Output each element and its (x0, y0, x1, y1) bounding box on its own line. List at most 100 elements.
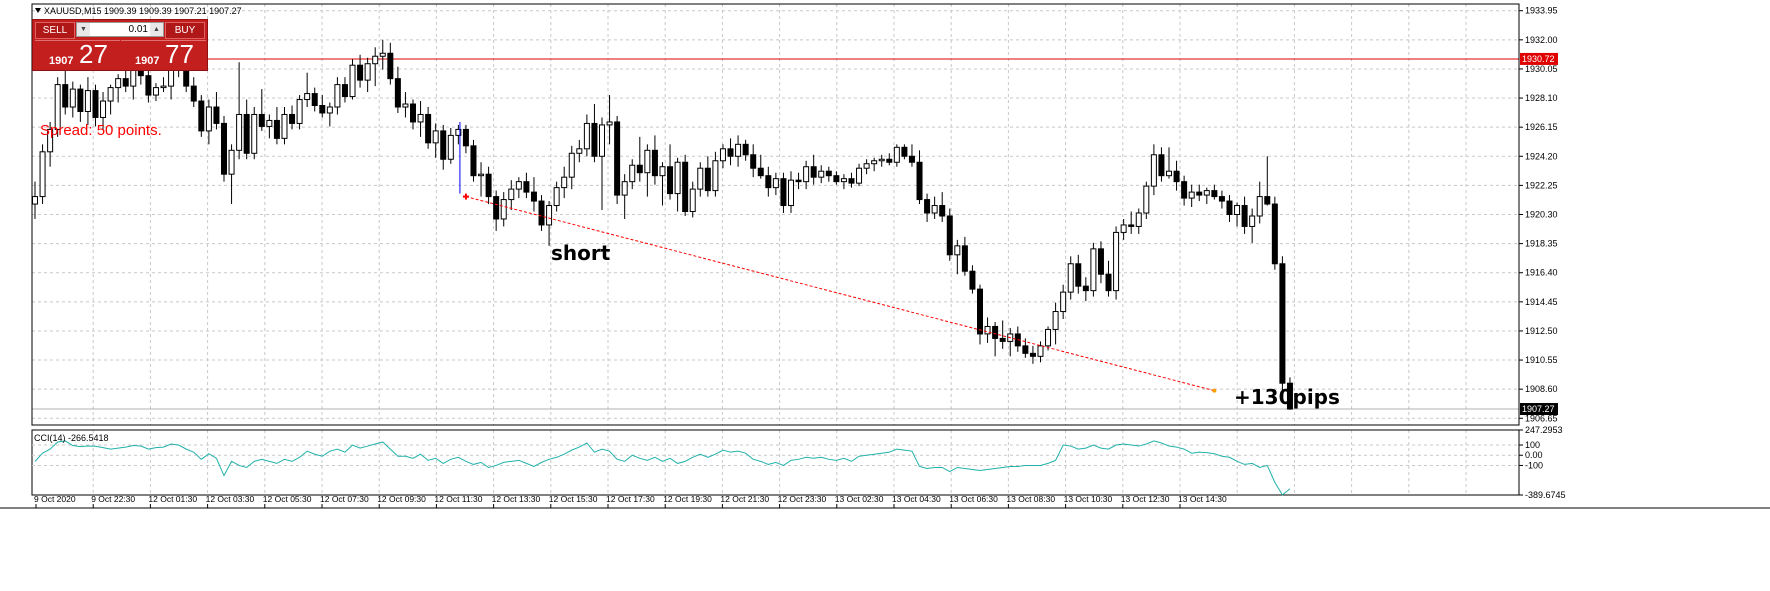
candle-body-bear (946, 215, 953, 256)
candle-body-bear (765, 175, 772, 189)
time-tick-label: 13 Oct 06:30 (949, 494, 998, 504)
candle-body-bear (999, 337, 1006, 342)
candle-body-bear (425, 113, 432, 144)
lot-size-field[interactable]: ▼ ▲ (76, 22, 164, 37)
lot-decrease-icon[interactable]: ▼ (77, 23, 90, 36)
candle-body-bear (667, 166, 674, 195)
candle-body-bull (205, 106, 212, 132)
candle-body-bear (757, 167, 764, 177)
cci-panel-frame (31, 429, 1520, 496)
sell-quote[interactable]: 1907 27 (35, 39, 120, 70)
candle-body-bull (644, 149, 651, 174)
candle-body-bear (961, 245, 968, 272)
candle-body-bull (697, 167, 704, 190)
time-tick-label: 12 Oct 05:30 (263, 494, 312, 504)
lot-increase-icon[interactable]: ▲ (150, 23, 163, 36)
cci-line (34, 440, 1291, 496)
time-tick-label: 12 Oct 17:30 (606, 494, 655, 504)
candle-body-bear (939, 205, 946, 217)
candle-body-bull (515, 181, 522, 190)
price-tick-label: 1918.35 (1525, 239, 1558, 249)
candle-body-bull (788, 179, 794, 207)
lot-size-input[interactable] (91, 23, 151, 36)
candle-body-bull (281, 113, 288, 139)
candle-body-bull (69, 88, 76, 108)
sell-price-prefix: 1907 (49, 55, 74, 67)
candle-body-bear (1097, 248, 1104, 275)
candle-body-bear (311, 93, 318, 107)
candle-body-bull (659, 166, 666, 177)
spread-label: Spread: 50 points. (40, 122, 162, 139)
time-tick-label: 12 Oct 09:30 (377, 494, 426, 504)
candle-body-bear (1075, 263, 1082, 287)
chart-menu-icon[interactable] (35, 8, 41, 13)
candle-body-bear (122, 78, 129, 87)
candle-body-bear (1218, 196, 1225, 202)
time-tick-label: 12 Oct 15:30 (549, 494, 598, 504)
price-tick-label: 1914.45 (1525, 297, 1558, 307)
candle-body-bull (803, 166, 810, 183)
candle-body-bear (493, 196, 500, 220)
buy-quote[interactable]: 1907 77 (121, 39, 206, 70)
time-tick-label: 13 Oct 14:30 (1178, 494, 1227, 504)
time-tick-label: 13 Oct 10:30 (1064, 494, 1113, 504)
price-level-tag-label: 1930.72 (1522, 54, 1555, 64)
candle-body-bear (440, 130, 447, 160)
candle-body-bull (304, 93, 311, 101)
candle-body-bull (266, 119, 273, 127)
price-tick-label: 1910.55 (1525, 355, 1558, 365)
sell-button[interactable]: SELL (35, 22, 75, 39)
candle-body-bear (145, 75, 152, 96)
candle-body-bear (750, 154, 757, 169)
candle-body-bull (1143, 185, 1150, 214)
candle-body-bear (1241, 205, 1248, 227)
candle-body-bull (478, 173, 485, 177)
candle-body-bull (455, 128, 462, 136)
candle-body-bull (856, 167, 863, 184)
candle-body-bull (583, 122, 590, 150)
candle-body-bull (719, 148, 726, 162)
candle-body-bear (591, 122, 598, 157)
candle-body-bear (198, 100, 205, 132)
candle-body-bull (1188, 191, 1195, 199)
candle-body-bull (364, 63, 371, 81)
candle-body-bear (810, 166, 817, 178)
candle-body-bull (568, 152, 575, 178)
candle-body-bear (1173, 170, 1180, 183)
buy-price-prefix: 1907 (135, 55, 160, 67)
candle-body-bull (1249, 215, 1256, 227)
pips-label: +130pips (1234, 385, 1340, 409)
price-tick-label: 1922.25 (1525, 180, 1558, 190)
candle-body-bear (924, 199, 931, 214)
candle-body-bear (273, 119, 280, 139)
buy-button[interactable]: BUY (165, 22, 205, 39)
time-tick-label: 13 Oct 12:30 (1121, 494, 1170, 504)
candle-body-bear (530, 191, 537, 202)
candle-body-bull (251, 113, 258, 154)
price-tick-label: 1916.40 (1525, 268, 1558, 278)
candle-body-bull (606, 121, 613, 126)
candle-body-bull (689, 188, 696, 213)
candle-body-bear (795, 179, 802, 183)
one-click-trading-panel: SELL ▼ ▲ BUY 1907 27 1907 77 (32, 19, 208, 71)
short-label: short (551, 241, 611, 265)
candle-body-bull (1113, 231, 1120, 292)
price-tick-label: 1928.10 (1525, 93, 1558, 103)
candle-body-bull (160, 85, 167, 89)
candle-body-bear (190, 85, 197, 102)
candle-body-bear (470, 145, 477, 177)
candle-body-bear (394, 78, 401, 108)
time-tick-label: 13 Oct 04:30 (892, 494, 941, 504)
candle-body-bull (334, 84, 341, 108)
price-tick-label: 1930.05 (1525, 64, 1558, 74)
cci-label: CCI(14) -266.5418 (34, 433, 109, 443)
candle-body-bear (833, 175, 840, 183)
time-tick-label: 9 Oct 2020 (34, 494, 76, 504)
candle-body-bear (1082, 285, 1089, 292)
candle-body-bull (772, 178, 779, 189)
candle-body-bull (1256, 196, 1263, 217)
time-tick-label: 12 Oct 03:30 (206, 494, 255, 504)
candle-body-bear (1271, 203, 1278, 265)
cci-tick-label: -100 (1525, 460, 1543, 470)
